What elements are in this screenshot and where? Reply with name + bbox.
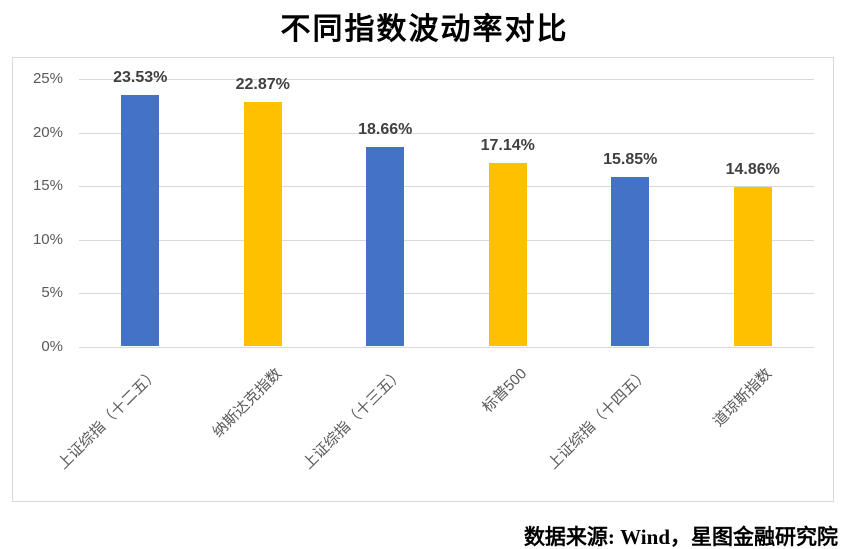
bar-value-label: 22.87% [235, 75, 290, 93]
bar-value-label: 17.14% [480, 137, 535, 155]
gridline [79, 79, 814, 80]
y-axis-tick-label: 15% [32, 177, 63, 194]
gridline [79, 346, 814, 348]
x-axis-tick-label: 上证综指（十二五） [54, 365, 163, 473]
x-axis-tick-label: 道琼斯指数 [709, 365, 775, 431]
x-axis-tick-label: 上证综指（十四五） [544, 365, 653, 473]
y-axis-tick-label: 10% [32, 230, 63, 248]
y-axis-tick-label: 25% [32, 70, 63, 87]
x-axis-tick-label: 标普500 [478, 365, 530, 417]
bar [488, 163, 527, 347]
y-axis-tick-label: 5% [41, 284, 63, 301]
bar-value-label: 15.85% [603, 150, 658, 168]
bar-value-label: 23.53% [113, 68, 168, 86]
bar-value-label: 14.86% [725, 161, 780, 179]
gridline [79, 186, 814, 187]
data-source-note: 数据来源: Wind，星图金融研究院 [523, 525, 838, 549]
bar [366, 146, 405, 347]
bar [611, 176, 650, 347]
y-axis-tick-label: 0% [41, 337, 63, 355]
gridline [79, 132, 814, 134]
gridline [79, 239, 814, 241]
x-axis-tick-label: 上证综指（十三五） [299, 365, 408, 473]
gridline [79, 293, 814, 294]
bar [121, 94, 160, 347]
bar [733, 187, 772, 347]
chart-frame: 0% 5% 10% 15% 20% 25% 23.53% 上证综指（十二五） 22.87% 纳斯达… [12, 57, 834, 502]
x-axis-tick-label: 纳斯达克指数 [209, 365, 285, 441]
bar [243, 101, 282, 347]
y-axis-tick-label: 20% [32, 123, 63, 141]
chart-title: 不同指数波动率对比 [280, 13, 569, 46]
bar-value-label: 18.66% [358, 120, 413, 138]
